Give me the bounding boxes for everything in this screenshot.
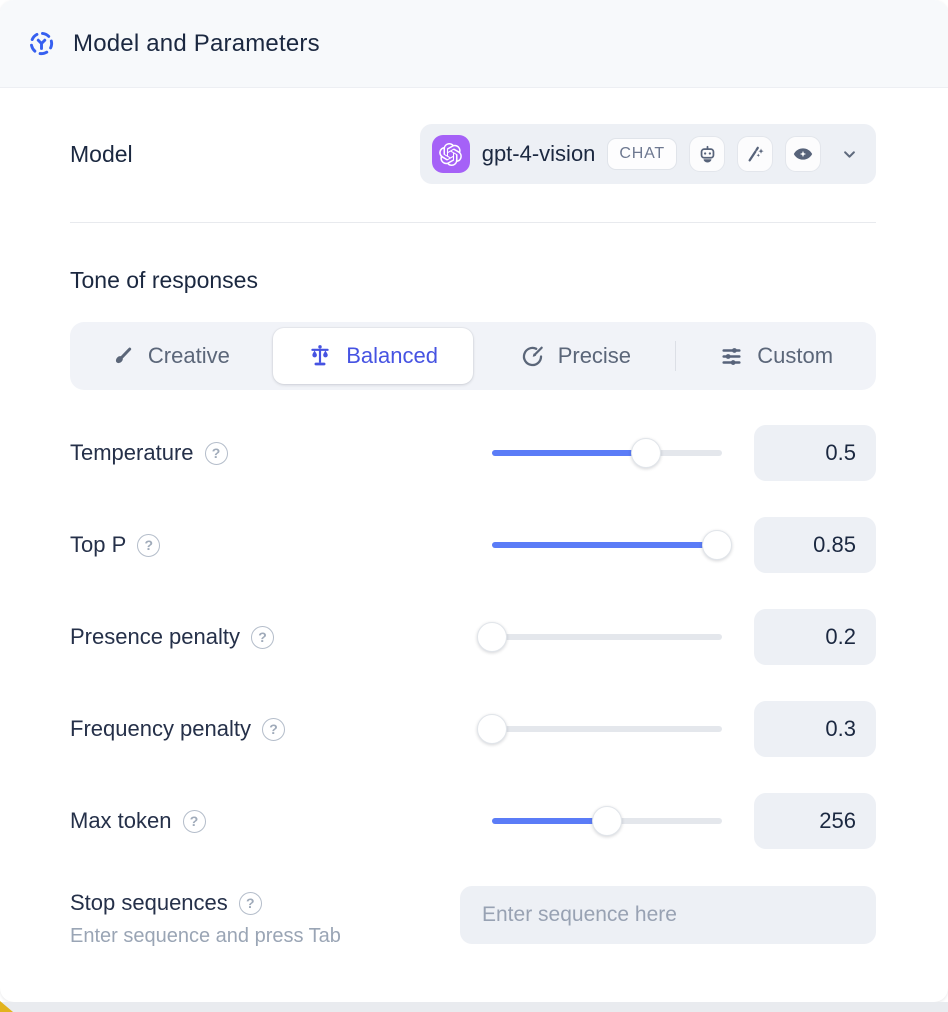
- slider-fill: [492, 450, 647, 456]
- slider-thumb[interactable]: [477, 714, 507, 744]
- stop-sequences-label: Stop sequences: [70, 890, 228, 915]
- selected-model-name: gpt-4-vision: [481, 141, 596, 166]
- slider-fill: [492, 818, 607, 824]
- model-hub-icon: [28, 30, 55, 57]
- frequency-penalty-value[interactable]: 0.3: [754, 701, 876, 757]
- tone-option-label: Balanced: [346, 343, 438, 368]
- stop-sequences-hint: Enter sequence and press Tab: [70, 925, 341, 947]
- max-token-value[interactable]: 256: [754, 793, 876, 849]
- stop-sequence-input[interactable]: [460, 886, 876, 944]
- chevron-down-icon: [839, 144, 860, 165]
- model-select-dropdown[interactable]: gpt-4-vision CHAT: [419, 124, 876, 184]
- tone-option-label: Custom: [757, 343, 834, 368]
- top-p-value[interactable]: 0.85: [754, 517, 876, 573]
- sliders-icon: [719, 344, 744, 369]
- target-arrow-icon: [520, 344, 545, 369]
- model-row: Model gpt-4-vision CHAT: [70, 124, 876, 184]
- parameter-row-frequency-penalty: Frequency penalty ? 0.3: [70, 701, 876, 757]
- top-p-label: Top P: [70, 532, 127, 557]
- temperature-label: Temperature: [70, 440, 194, 465]
- slider-thumb[interactable]: [631, 438, 662, 468]
- robot-icon: [689, 136, 725, 172]
- tone-option-creative[interactable]: Creative: [70, 328, 270, 384]
- openai-logo-icon: [431, 135, 470, 173]
- frequency-penalty-label: Frequency penalty: [70, 716, 251, 741]
- frequency-penalty-slider[interactable]: [477, 714, 722, 744]
- tone-option-label: Creative: [147, 343, 230, 368]
- max-token-label: Max token: [70, 808, 172, 833]
- temperature-slider[interactable]: [492, 438, 722, 468]
- corner-accent-shape: [0, 1001, 13, 1012]
- slider-thumb[interactable]: [477, 622, 507, 652]
- section-divider: [70, 222, 876, 223]
- paintbrush-icon: [110, 344, 135, 369]
- top-p-slider[interactable]: [492, 530, 733, 560]
- presence-penalty-label: Presence penalty: [70, 624, 240, 649]
- slider-fill: [492, 542, 718, 548]
- tone-option-precise[interactable]: Precise: [476, 328, 676, 384]
- parameter-row-top-p: Top P ? 0.85: [70, 517, 876, 573]
- stop-sequences-row: Stop sequences ? Enter sequence and pres…: [70, 886, 876, 948]
- temperature-value[interactable]: 0.5: [754, 425, 876, 481]
- max-token-slider[interactable]: [492, 806, 722, 836]
- help-icon[interactable]: ?: [262, 717, 285, 741]
- tone-option-balanced[interactable]: Balanced: [272, 328, 473, 384]
- model-type-badge: CHAT: [607, 138, 677, 170]
- model-label: Model: [70, 140, 133, 167]
- parameter-row-temperature: Temperature ? 0.5: [70, 425, 876, 481]
- slider-track[interactable]: [492, 726, 722, 732]
- help-icon[interactable]: ?: [251, 625, 274, 649]
- slider-thumb[interactable]: [592, 806, 622, 836]
- slider-track[interactable]: [492, 634, 722, 640]
- presence-penalty-value[interactable]: 0.2: [754, 609, 876, 665]
- help-icon[interactable]: ?: [182, 809, 206, 833]
- tone-option-label: Precise: [557, 343, 632, 368]
- slider-thumb[interactable]: [702, 530, 733, 560]
- balance-scale-icon: [307, 343, 333, 369]
- tone-section-title: Tone of responses: [70, 267, 258, 293]
- help-icon[interactable]: ?: [238, 891, 262, 915]
- parameter-row-presence-penalty: Presence penalty ? 0.2: [70, 609, 876, 665]
- panel-header: Model and Parameters: [0, 0, 948, 88]
- presence-penalty-slider[interactable]: [477, 622, 722, 652]
- help-icon[interactable]: ?: [137, 533, 161, 557]
- magic-wand-icon: [737, 136, 773, 172]
- tone-segmented-control: Creative Balanced: [70, 322, 876, 390]
- segment-divider: [675, 341, 677, 371]
- page-background-strip: [0, 1002, 948, 1012]
- tone-option-custom[interactable]: Custom: [676, 328, 876, 384]
- parameter-row-max-token: Max token ? 256: [70, 793, 876, 849]
- vision-eye-icon: [785, 136, 821, 172]
- panel-title: Model and Parameters: [73, 29, 320, 57]
- help-icon[interactable]: ?: [204, 441, 228, 465]
